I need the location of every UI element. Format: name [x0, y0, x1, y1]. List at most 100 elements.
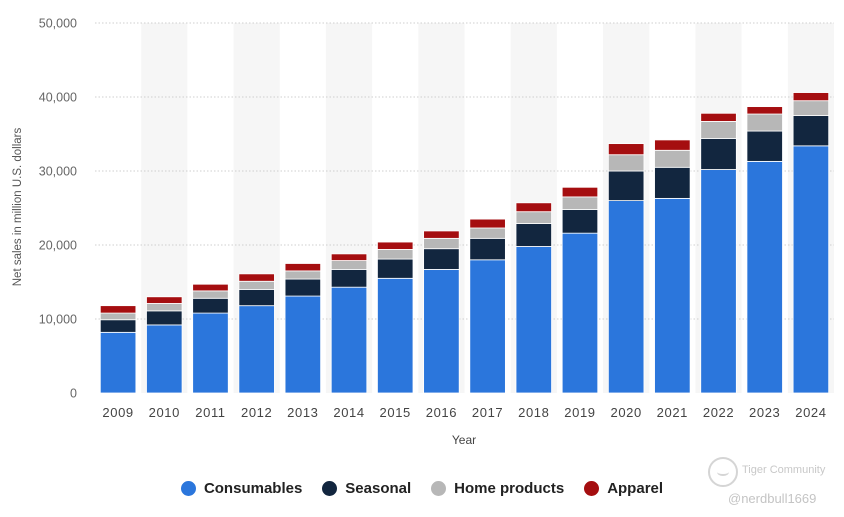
legend-swatch: [180, 481, 196, 496]
x-tick-label: 2010: [149, 405, 180, 420]
bar-segment-consumables[interactable]: [330, 286, 368, 394]
bar-segment-home-products[interactable]: [515, 211, 552, 224]
bar-segment-seasonal[interactable]: [607, 170, 645, 202]
bar-segment-apparel[interactable]: [746, 106, 783, 115]
x-tick-label: 2015: [380, 405, 411, 420]
bar-segment-consumables[interactable]: [238, 305, 275, 394]
legend-item-seasonal[interactable]: Seasonal: [322, 480, 411, 497]
watermark: Tiger Community @nerdbull1669: [708, 455, 838, 513]
bar-segment-home-products[interactable]: [700, 121, 737, 139]
x-tick-label: 2020: [610, 405, 641, 420]
bar-segment-seasonal[interactable]: [561, 209, 599, 234]
bar-segment-consumables[interactable]: [99, 331, 137, 394]
bar-segment-consumables[interactable]: [146, 324, 183, 394]
bar-segment-seasonal[interactable]: [238, 288, 275, 307]
bar-segment-consumables[interactable]: [423, 269, 460, 394]
bar-segment-apparel[interactable]: [700, 112, 737, 122]
bar-segment-consumables[interactable]: [654, 197, 691, 394]
bar-segment-apparel[interactable]: [515, 202, 552, 213]
bar-segment-apparel[interactable]: [99, 305, 137, 314]
y-tick-label: 0: [70, 387, 77, 401]
bar-segment-seasonal[interactable]: [515, 223, 552, 247]
x-tick-label: 2014: [333, 405, 364, 420]
bar-segment-seasonal[interactable]: [192, 297, 229, 314]
y-tick-label: 40,000: [39, 91, 77, 105]
bar-segment-consumables[interactable]: [561, 232, 599, 394]
bar-segment-seasonal[interactable]: [746, 130, 783, 162]
legend-label: Consumables: [203, 480, 303, 497]
bar-segment-apparel[interactable]: [469, 218, 506, 229]
x-tick-label: 2021: [657, 405, 688, 420]
x-tick-label: 2024: [795, 405, 826, 420]
bar-segment-apparel[interactable]: [146, 296, 183, 304]
bar-segment-seasonal[interactable]: [423, 248, 460, 270]
bar-segment-apparel[interactable]: [284, 263, 322, 272]
y-tick-label: 50,000: [39, 17, 77, 31]
bar-segment-consumables[interactable]: [469, 259, 506, 394]
bar-segment-seasonal[interactable]: [330, 269, 368, 288]
legend-label: Seasonal: [345, 480, 412, 497]
legend-item-consumables[interactable]: Consumables: [180, 480, 303, 497]
bar-segment-consumables[interactable]: [515, 246, 552, 394]
y-axis-label: Net sales in million U.S. dollars: [12, 128, 24, 287]
bar-segment-apparel[interactable]: [561, 186, 599, 198]
legend-swatch: [584, 481, 600, 496]
bar-segment-seasonal[interactable]: [146, 310, 183, 326]
bar-segment-home-products[interactable]: [377, 249, 414, 260]
y-axis-ticks: 0 10,000 20,000 30,000 40,000 50,000: [39, 17, 77, 401]
bar-segment-consumables[interactable]: [284, 295, 322, 394]
bar-segment-seasonal[interactable]: [654, 166, 691, 199]
bar-segment-apparel[interactable]: [423, 230, 460, 239]
x-tick-label: 2016: [426, 405, 457, 420]
bar-segment-consumables[interactable]: [792, 145, 830, 394]
bar-segment-apparel[interactable]: [330, 253, 368, 261]
chart: 0 10,000 20,000 30,000 40,000 50,000 2009 2010…: [12, 17, 834, 447]
bar-segment-home-products[interactable]: [330, 260, 368, 270]
bar-segment-home-products[interactable]: [561, 196, 599, 210]
legend: Consumables Seasonal Home products Appar…: [0, 480, 844, 497]
legend-label: Apparel: [607, 480, 664, 497]
legend-swatch: [322, 481, 338, 496]
bar-segment-apparel[interactable]: [192, 283, 229, 292]
bar-segment-home-products[interactable]: [654, 149, 691, 168]
bar-segment-consumables[interactable]: [746, 160, 783, 394]
bar-segment-home-products[interactable]: [469, 227, 506, 239]
bar-segment-home-products[interactable]: [146, 303, 183, 312]
watermark-brand: Tiger Community: [742, 464, 826, 476]
x-axis-label: Year: [452, 433, 476, 447]
bar-segment-home-products[interactable]: [423, 237, 460, 250]
legend-item-apparel[interactable]: Apparel: [584, 480, 663, 497]
x-axis-ticks: 2009 2010 2011 2012 2013 2014 2015 2016 2017 2018…: [102, 405, 826, 420]
bar-segment-consumables[interactable]: [607, 200, 645, 394]
bar-segment-home-products[interactable]: [284, 270, 322, 280]
bar-segment-seasonal[interactable]: [700, 138, 737, 170]
y-tick-label: 20,000: [39, 239, 77, 253]
bar-segment-consumables[interactable]: [192, 312, 229, 394]
bar-segment-consumables[interactable]: [700, 169, 737, 394]
legend-item-home-products[interactable]: Home products: [431, 480, 564, 497]
bar-segment-apparel[interactable]: [792, 92, 830, 102]
y-tick-label: 30,000: [39, 165, 77, 179]
bar-segment-home-products[interactable]: [792, 100, 830, 116]
bar-segment-home-products[interactable]: [607, 154, 645, 172]
x-tick-label: 2013: [287, 405, 318, 420]
legend-label: Home products: [454, 480, 565, 497]
bar-segment-home-products[interactable]: [238, 280, 275, 290]
bar-segment-apparel[interactable]: [654, 139, 691, 151]
bar-segment-seasonal[interactable]: [377, 258, 414, 279]
bar-segment-home-products[interactable]: [99, 312, 137, 321]
bar-segment-seasonal[interactable]: [284, 278, 322, 297]
bar-segment-home-products[interactable]: [746, 113, 783, 132]
bar-segment-seasonal[interactable]: [99, 319, 137, 333]
y-tick-label: 10,000: [39, 313, 77, 327]
tiger-community-logo-icon: [708, 457, 738, 487]
x-tick-label: 2009: [102, 405, 133, 420]
bar-segment-seasonal[interactable]: [469, 237, 506, 261]
bar-segment-seasonal[interactable]: [792, 115, 830, 147]
bar-segment-apparel[interactable]: [377, 241, 414, 250]
bar-segment-apparel[interactable]: [238, 273, 275, 282]
bar-segment-home-products[interactable]: [192, 290, 229, 299]
bar-segment-consumables[interactable]: [377, 277, 414, 394]
x-tick-label: 2017: [472, 405, 503, 420]
bar-segment-apparel[interactable]: [607, 143, 645, 156]
